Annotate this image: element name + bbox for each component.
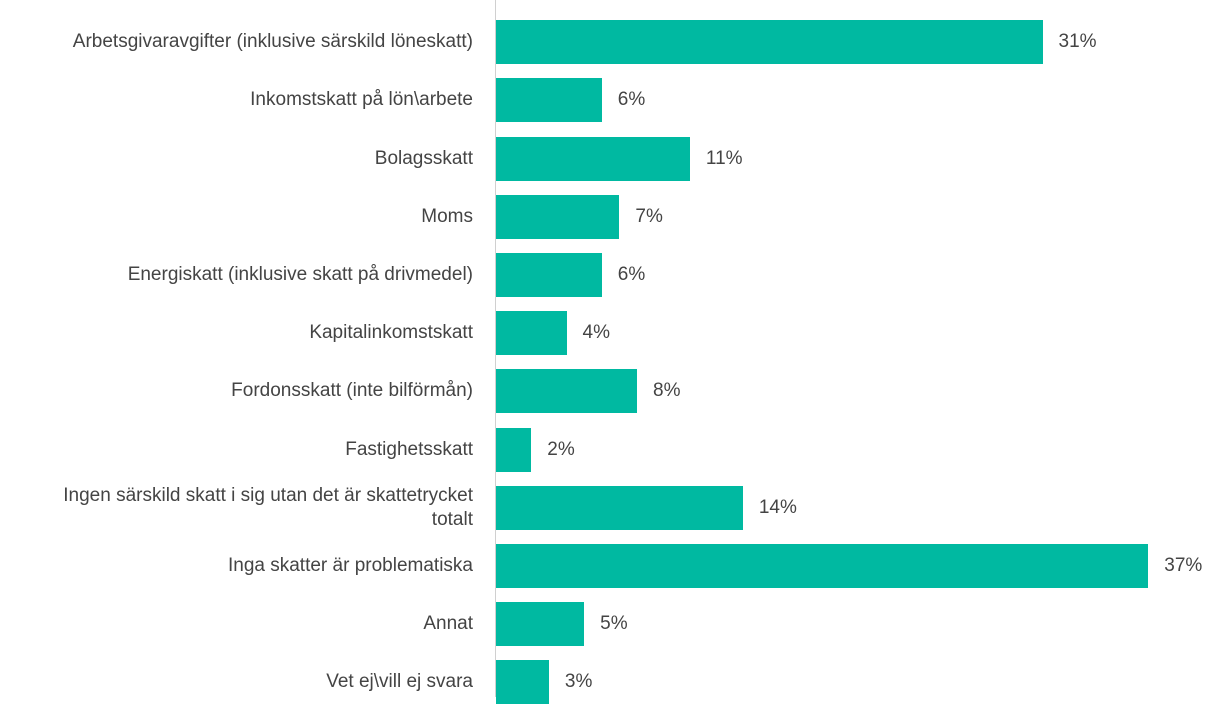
bar [496,20,1043,65]
value-label: 14% [758,496,797,518]
category-label: Moms [421,205,473,227]
value-label: 5% [600,613,628,635]
bar [496,311,567,356]
value-label: 6% [617,263,646,285]
category-label: Annat [423,613,473,635]
bar [496,485,743,530]
value-label: 3% [564,671,593,693]
value-label: 2% [547,438,575,460]
category-label: Inkomstskatt på lön\arbete [250,89,473,111]
category-label: Fastighetsskatt [345,438,473,460]
value-label: 11% [705,147,743,169]
bar [496,543,1149,588]
bar [496,78,602,123]
value-label: 6% [617,89,646,111]
axis-line [495,0,496,697]
category-label: Arbetsgivaravgifter (inklusive särskild … [72,31,473,53]
bar [496,660,549,705]
bar [496,369,638,414]
value-label: 7% [635,205,663,227]
category-label: Fordonsskatt (inte bilförmån) [231,380,473,402]
value-label: 4% [582,322,610,344]
category-label: Energiskatt (inklusive skatt på drivmede… [127,263,473,285]
category-label: Bolagsskatt [374,147,473,169]
bar [496,136,690,181]
category-label: Inga skatter är problematiska [227,554,473,576]
bar [496,427,532,472]
bar [496,602,585,647]
category-label: Kapitalinkomstskatt [309,322,473,344]
value-label: 37% [1164,554,1203,576]
bar [496,252,602,297]
value-label: 31% [1058,31,1097,53]
category-label: Vet ej\vill ej svara [326,671,473,693]
category-label: Ingen särskild skatt i sig utan det är s… [63,484,473,530]
bar [496,194,620,239]
value-label: 8% [653,380,681,402]
